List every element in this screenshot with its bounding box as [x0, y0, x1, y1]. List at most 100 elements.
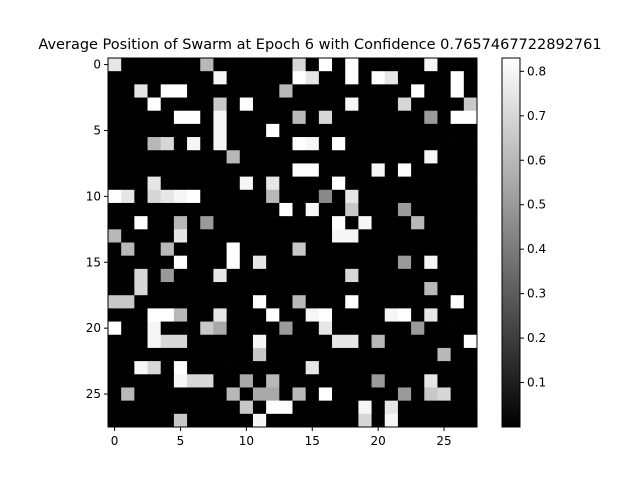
heatmap-cell — [252, 189, 267, 204]
heatmap-cell — [411, 176, 425, 191]
heatmap-grid — [108, 58, 478, 428]
heatmap-cell — [345, 400, 359, 415]
heatmap-cell — [332, 97, 346, 112]
heatmap-cell — [266, 97, 280, 112]
heatmap-cell — [239, 295, 254, 309]
heatmap-cell — [279, 413, 293, 428]
x-tick-label: 5 — [177, 434, 185, 448]
heatmap-cell — [108, 374, 122, 388]
heatmap-cell — [450, 137, 465, 151]
heatmap-cell — [226, 202, 241, 217]
heatmap-cell — [147, 229, 162, 243]
heatmap-cell — [424, 242, 438, 256]
heatmap-cell — [463, 255, 478, 270]
heatmap-cell — [437, 321, 451, 336]
heatmap-cell — [292, 176, 306, 191]
heatmap-cell — [134, 189, 148, 204]
heatmap-cell — [160, 374, 175, 388]
heatmap-cell — [345, 202, 359, 217]
heatmap-cell — [252, 413, 267, 428]
heatmap-cell — [200, 84, 214, 98]
heatmap-cell — [279, 387, 293, 401]
heatmap-cell — [437, 97, 451, 112]
heatmap-cell — [384, 400, 399, 415]
heatmap-cell — [239, 282, 254, 296]
heatmap-cell — [318, 150, 333, 164]
heatmap-cell — [345, 229, 359, 243]
heatmap-cell — [397, 400, 412, 415]
heatmap-cell — [318, 229, 333, 243]
heatmap-cell — [121, 282, 135, 296]
heatmap-cell — [134, 308, 148, 322]
heatmap-cell — [450, 268, 465, 283]
heatmap-cell — [121, 361, 135, 375]
heatmap-cell — [305, 242, 320, 256]
heatmap-cell — [292, 189, 306, 204]
heatmap-cell — [424, 374, 438, 388]
heatmap-cell — [450, 163, 465, 177]
heatmap-cell — [213, 71, 227, 85]
heatmap-cell — [384, 413, 399, 428]
heatmap-cell — [437, 110, 451, 125]
heatmap-cell — [134, 268, 148, 283]
heatmap-cell — [108, 282, 122, 296]
heatmap-cell — [292, 229, 306, 243]
heatmap-cell — [463, 176, 478, 191]
heatmap-cell — [187, 308, 201, 322]
heatmap-cell — [173, 242, 188, 256]
heatmap-cell — [397, 387, 412, 401]
heatmap-cell — [213, 255, 227, 270]
heatmap-cell — [463, 97, 478, 112]
heatmap-cell — [305, 71, 320, 85]
heatmap-cell — [358, 255, 372, 270]
chart-title: Average Position of Swarm at Epoch 6 wit… — [38, 37, 601, 53]
heatmap-cell — [187, 71, 201, 85]
heatmap-cell — [292, 400, 306, 415]
heatmap-cell — [345, 295, 359, 309]
heatmap-cell — [424, 216, 438, 230]
heatmap-cell — [292, 150, 306, 164]
heatmap-cell — [200, 97, 214, 112]
heatmap-cell — [187, 282, 201, 296]
heatmap-cell — [121, 58, 135, 72]
heatmap-cell — [173, 295, 188, 309]
heatmap-cell — [108, 202, 122, 217]
heatmap-cell — [371, 71, 386, 85]
heatmap-cell — [147, 58, 162, 72]
heatmap-cell — [358, 216, 372, 230]
heatmap-cell — [411, 163, 425, 177]
heatmap-cell — [424, 110, 438, 125]
heatmap-cell — [226, 295, 241, 309]
heatmap-cell — [358, 97, 372, 112]
heatmap-cell — [305, 295, 320, 309]
heatmap-cell — [252, 374, 267, 388]
heatmap-cell — [384, 268, 399, 283]
heatmap-cell — [121, 189, 135, 204]
heatmap-cell — [121, 229, 135, 243]
heatmap-cell — [411, 255, 425, 270]
heatmap-cell — [134, 163, 148, 177]
heatmap-cell — [411, 413, 425, 428]
heatmap-cell — [134, 255, 148, 270]
heatmap-cell — [252, 229, 267, 243]
heatmap-cell — [147, 321, 162, 336]
heatmap-cell — [200, 413, 214, 428]
heatmap-cell — [411, 268, 425, 283]
x-tick-label: 0 — [111, 434, 119, 448]
heatmap-cell — [397, 84, 412, 98]
heatmap-cell — [108, 110, 122, 125]
heatmap-cell — [252, 123, 267, 138]
heatmap-cell — [463, 110, 478, 125]
heatmap-cell — [397, 202, 412, 217]
heatmap-cell — [437, 334, 451, 349]
heatmap-cell — [450, 176, 465, 191]
heatmap-cell — [213, 282, 227, 296]
heatmap-cell — [160, 242, 175, 256]
heatmap-cell — [437, 413, 451, 428]
heatmap-cell — [463, 268, 478, 283]
heatmap-cell — [226, 242, 241, 256]
heatmap-cell — [384, 123, 399, 138]
heatmap-cell — [450, 334, 465, 349]
heatmap-cell — [437, 84, 451, 98]
heatmap-cell — [437, 137, 451, 151]
